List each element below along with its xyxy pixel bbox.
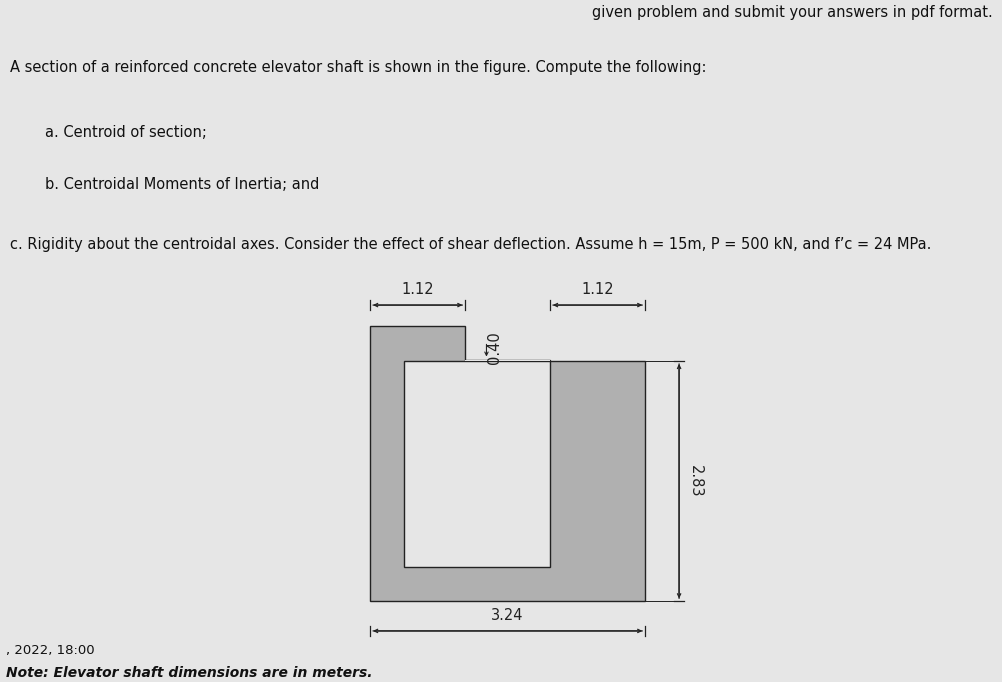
Polygon shape — [370, 326, 644, 602]
Polygon shape — [404, 361, 549, 567]
Text: 3.24: 3.24 — [491, 608, 523, 623]
Text: A section of a reinforced concrete elevator shaft is shown in the figure. Comput: A section of a reinforced concrete eleva… — [10, 60, 705, 75]
Text: 1.12: 1.12 — [401, 282, 434, 297]
Text: a. Centroid of section;: a. Centroid of section; — [45, 125, 206, 140]
Text: , 2022, 18:00: , 2022, 18:00 — [6, 644, 94, 657]
Text: b. Centroidal Moments of Inertia; and: b. Centroidal Moments of Inertia; and — [45, 177, 320, 192]
Text: 1.12: 1.12 — [581, 282, 613, 297]
Text: 0.40: 0.40 — [487, 331, 502, 364]
Text: given problem and submit your answers in pdf format.: given problem and submit your answers in… — [591, 5, 992, 20]
Text: 2.83: 2.83 — [687, 465, 701, 497]
Text: c. Rigidity about the centroidal axes. Consider the effect of shear deflection. : c. Rigidity about the centroidal axes. C… — [10, 237, 931, 252]
Text: Note: Elevator shaft dimensions are in meters.: Note: Elevator shaft dimensions are in m… — [6, 666, 372, 681]
Polygon shape — [465, 360, 549, 361]
